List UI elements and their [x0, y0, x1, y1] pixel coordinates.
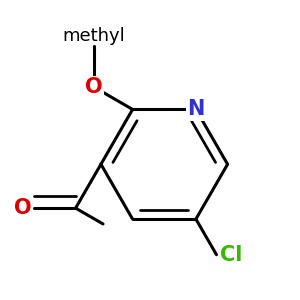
Text: Cl: Cl	[220, 245, 242, 265]
Text: methyl: methyl	[63, 26, 126, 44]
Text: O: O	[85, 77, 103, 97]
Text: O: O	[14, 198, 31, 218]
Text: N: N	[187, 99, 205, 119]
